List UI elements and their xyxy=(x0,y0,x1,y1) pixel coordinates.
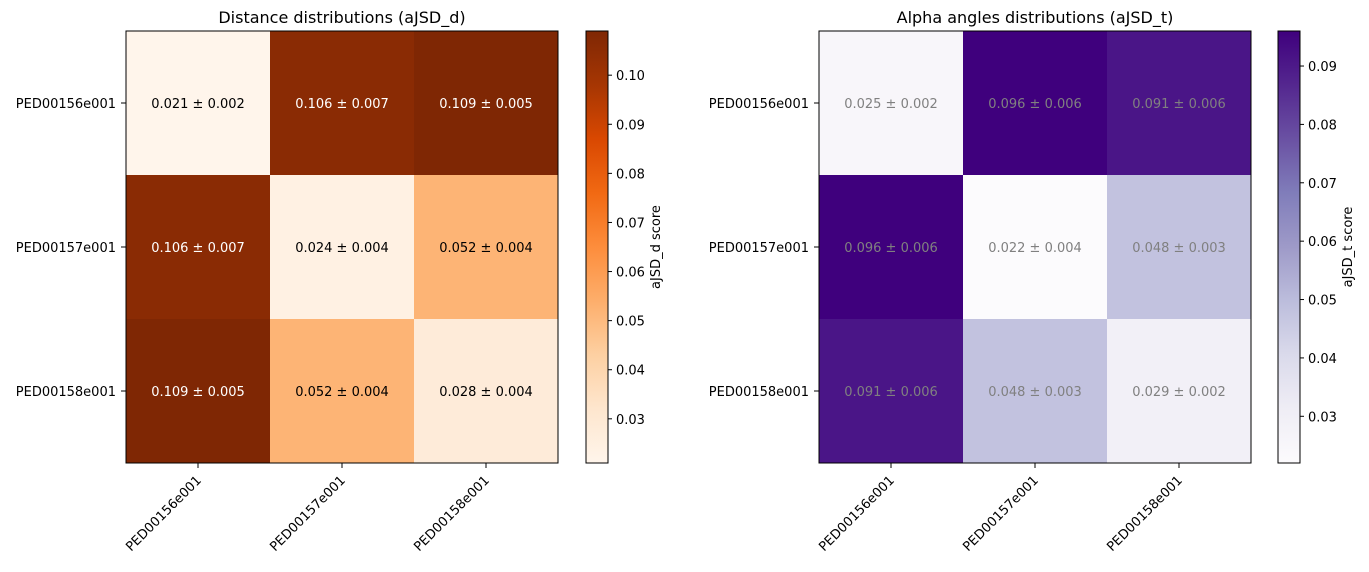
chart-title: Distance distributions (aJSD_d) xyxy=(218,8,465,28)
x-tick-label: PED00158e001 xyxy=(411,473,492,554)
heatmap-cell xyxy=(819,319,964,464)
heatmap-cell xyxy=(126,319,271,464)
cell-label: 0.096 ± 0.006 xyxy=(988,97,1082,112)
colorbar-tick-label: 0.06 xyxy=(1308,235,1337,250)
heatmap-cell xyxy=(414,175,559,320)
heatmap-cell xyxy=(126,31,271,176)
y-tick-label: PED00156e001 xyxy=(709,97,809,112)
y-tick-label: PED00156e001 xyxy=(16,97,116,112)
colorbar-tick-label: 0.08 xyxy=(1308,118,1337,133)
colorbar-tick-label: 0.05 xyxy=(616,315,645,330)
heatmap-cell xyxy=(270,175,415,320)
colorbar-label: aJSD_t score xyxy=(1341,207,1356,288)
colorbar xyxy=(585,30,609,464)
heatmap-cell xyxy=(819,31,964,176)
heatmap-cell xyxy=(1107,175,1252,320)
heatmap-cell xyxy=(963,319,1108,464)
heatmap-cell xyxy=(270,319,415,464)
heatmap-panel-1: Distance distributions (aJSD_d) 0.021 ± 0… xyxy=(16,8,664,555)
colorbar-tick-label: 0.04 xyxy=(616,364,645,379)
cell-label: 0.106 ± 0.007 xyxy=(151,241,245,256)
cell-label: 0.091 ± 0.006 xyxy=(1132,97,1226,112)
x-tick-label: PED00156e001 xyxy=(123,473,204,554)
y-tick-label: PED00158e001 xyxy=(709,385,809,400)
colorbar-label: aJSD_d score xyxy=(649,205,664,289)
cell-label: 0.029 ± 0.002 xyxy=(1132,385,1226,400)
colorbar-tick-label: 0.03 xyxy=(1308,410,1337,425)
colorbar-tick-label: 0.05 xyxy=(1308,294,1337,309)
x-tick-label: PED00157e001 xyxy=(267,473,348,554)
cell-label: 0.109 ± 0.005 xyxy=(439,97,533,112)
colorbar-tick-label: 0.06 xyxy=(616,266,645,281)
cell-label: 0.028 ± 0.004 xyxy=(439,385,533,400)
x-tick-label: PED00157e001 xyxy=(960,473,1041,554)
heatmap-cell xyxy=(414,319,559,464)
cell-label: 0.048 ± 0.003 xyxy=(988,385,1082,400)
chart-title: Alpha angles distributions (aJSD_t) xyxy=(897,8,1174,28)
colorbar-tick-label: 0.07 xyxy=(616,216,645,231)
colorbar-tick-label: 0.07 xyxy=(1308,177,1337,192)
cell-label: 0.021 ± 0.002 xyxy=(151,97,245,112)
heatmap-cell xyxy=(126,175,271,320)
colorbar xyxy=(1277,30,1301,464)
colorbar-tick-label: 0.08 xyxy=(616,167,645,182)
heatmap-panel-2: Alpha angles distributions (aJSD_t) 0.025… xyxy=(709,8,1356,555)
colorbar-tick-label: 0.04 xyxy=(1308,352,1337,367)
heatmap-cell xyxy=(963,175,1108,320)
heatmap-cell xyxy=(1107,319,1252,464)
cell-label: 0.106 ± 0.007 xyxy=(295,97,389,112)
cell-label: 0.048 ± 0.003 xyxy=(1132,241,1226,256)
cell-label: 0.025 ± 0.002 xyxy=(844,97,938,112)
cell-label: 0.091 ± 0.006 xyxy=(844,385,938,400)
heatmap-cell xyxy=(963,31,1108,176)
colorbar-tick-label: 0.03 xyxy=(616,413,645,428)
y-tick-label: PED00157e001 xyxy=(709,241,809,256)
cell-label: 0.024 ± 0.004 xyxy=(295,241,389,256)
cell-label: 0.096 ± 0.006 xyxy=(844,241,938,256)
y-tick-label: PED00157e001 xyxy=(16,241,116,256)
cell-label: 0.022 ± 0.004 xyxy=(988,241,1082,256)
heatmap-cell xyxy=(1107,31,1252,176)
colorbar-tick-label: 0.09 xyxy=(616,118,645,133)
cell-label: 0.052 ± 0.004 xyxy=(295,385,389,400)
y-tick-label: PED00158e001 xyxy=(16,385,116,400)
x-tick-label: PED00158e001 xyxy=(1104,473,1185,554)
cell-label: 0.109 ± 0.005 xyxy=(151,385,245,400)
heatmap-cell xyxy=(819,175,964,320)
colorbar-tick-label: 0.09 xyxy=(1308,60,1337,75)
cell-label: 0.052 ± 0.004 xyxy=(439,241,533,256)
colorbar-tick-label: 0.10 xyxy=(616,69,645,84)
heatmap-cell xyxy=(414,31,559,176)
heatmap-cell xyxy=(270,31,415,176)
x-tick-label: PED00156e001 xyxy=(816,473,897,554)
